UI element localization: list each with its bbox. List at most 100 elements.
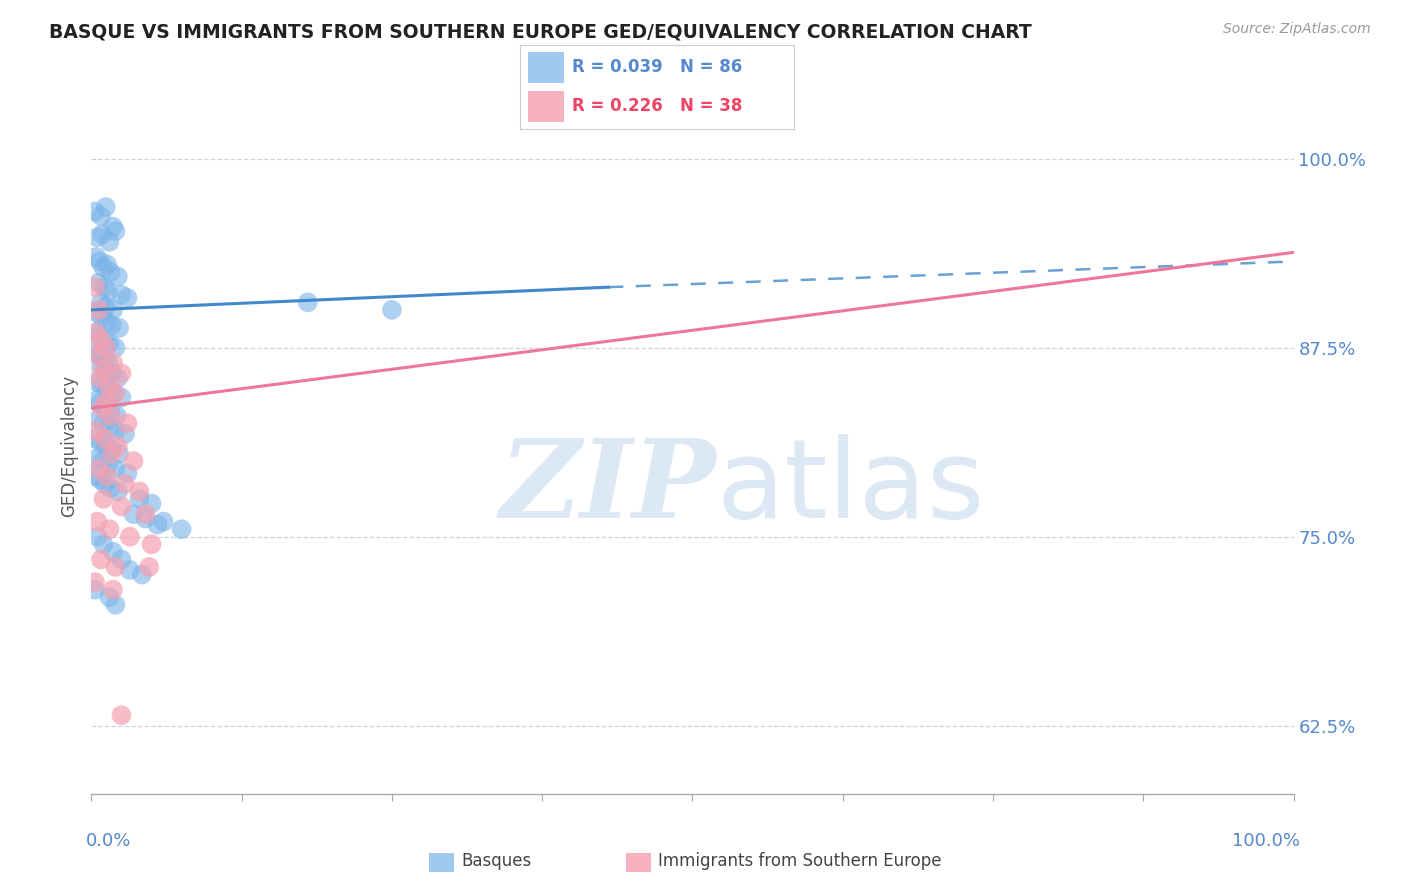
Point: [93, 476, 115, 491]
Point: [87, 411, 110, 425]
Point: [118, 530, 141, 544]
Text: 0.0%: 0.0%: [86, 832, 131, 850]
Text: ZIP: ZIP: [501, 434, 717, 541]
Point: [110, 552, 132, 566]
Point: [84, 582, 107, 597]
Point: [141, 496, 163, 510]
Point: [86, 530, 108, 544]
Point: [117, 417, 139, 431]
Point: [97, 356, 120, 370]
Point: [86, 230, 108, 244]
Point: [381, 302, 404, 317]
Point: [98, 591, 121, 605]
Point: [108, 321, 131, 335]
Point: [84, 280, 107, 294]
Point: [110, 391, 132, 405]
Point: [101, 318, 124, 332]
Point: [86, 306, 108, 320]
Point: [107, 371, 129, 385]
Point: [110, 287, 132, 301]
Point: [134, 507, 156, 521]
Point: [87, 276, 110, 290]
Point: [104, 224, 127, 238]
Point: [138, 560, 160, 574]
Point: [134, 511, 156, 525]
Point: [104, 424, 127, 438]
Point: [91, 227, 114, 242]
Point: [93, 537, 115, 551]
FancyBboxPatch shape: [529, 91, 564, 121]
Point: [93, 432, 115, 446]
Text: 100.0%: 100.0%: [1232, 832, 1299, 850]
Point: [104, 341, 127, 355]
Point: [101, 367, 124, 381]
Point: [91, 454, 114, 468]
Point: [84, 326, 107, 340]
Point: [131, 567, 153, 582]
Point: [90, 295, 112, 310]
Point: [93, 333, 115, 347]
Point: [94, 341, 117, 355]
Point: [101, 356, 124, 370]
Point: [152, 515, 174, 529]
Point: [101, 219, 124, 234]
Point: [89, 472, 111, 486]
Point: [90, 552, 112, 566]
Point: [86, 376, 108, 390]
Point: [86, 451, 108, 466]
Point: [87, 461, 110, 475]
Text: R = 0.226   N = 38: R = 0.226 N = 38: [572, 97, 742, 115]
Point: [297, 295, 319, 310]
Point: [100, 265, 122, 279]
Text: R = 0.039   N = 86: R = 0.039 N = 86: [572, 59, 742, 77]
Point: [110, 500, 132, 514]
Point: [84, 250, 107, 264]
Point: [100, 406, 122, 420]
Point: [90, 360, 112, 375]
Point: [146, 517, 169, 532]
Point: [101, 302, 124, 317]
Point: [84, 432, 107, 446]
Point: [128, 484, 150, 499]
Point: [89, 397, 111, 411]
Point: [93, 280, 115, 294]
Point: [84, 575, 107, 590]
Point: [104, 598, 127, 612]
Point: [98, 235, 121, 249]
Point: [97, 285, 120, 299]
Point: [104, 386, 127, 401]
Point: [101, 446, 124, 460]
Point: [90, 436, 112, 450]
Point: [118, 563, 141, 577]
Point: [98, 421, 121, 435]
Point: [141, 537, 163, 551]
Point: [97, 457, 120, 471]
Point: [94, 300, 117, 314]
Point: [114, 476, 136, 491]
Point: [96, 258, 118, 272]
Point: [98, 522, 121, 536]
Text: Source: ZipAtlas.com: Source: ZipAtlas.com: [1223, 22, 1371, 37]
Point: [93, 401, 115, 416]
Point: [122, 454, 145, 468]
Point: [122, 507, 145, 521]
Point: [84, 326, 107, 340]
Point: [100, 409, 122, 423]
Text: atlas: atlas: [717, 434, 986, 541]
Point: [107, 439, 129, 453]
Point: [96, 315, 118, 329]
Point: [110, 367, 132, 381]
Point: [91, 310, 114, 325]
Point: [114, 426, 136, 441]
Point: [84, 424, 107, 438]
Point: [90, 333, 112, 347]
Point: [84, 204, 107, 219]
Point: [87, 302, 110, 317]
Point: [110, 708, 132, 723]
Point: [84, 469, 107, 483]
Point: [93, 351, 115, 366]
Point: [108, 446, 131, 460]
Text: Immigrants from Southern Europe: Immigrants from Southern Europe: [658, 852, 942, 870]
Point: [101, 582, 124, 597]
Point: [89, 330, 111, 344]
